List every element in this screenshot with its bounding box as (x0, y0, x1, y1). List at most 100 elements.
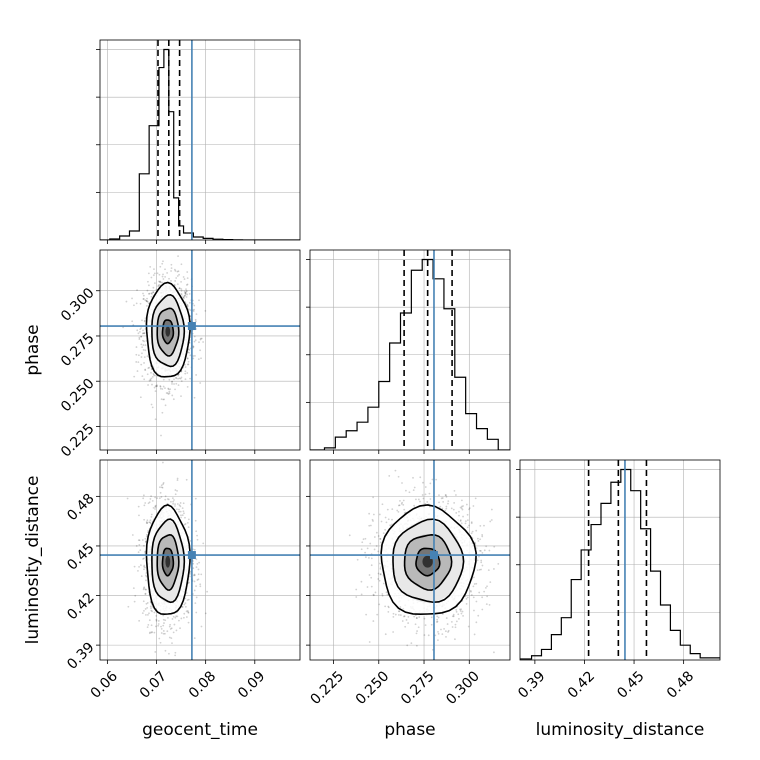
y-axis-title-luminosity_distance: luminosity_distance (23, 476, 43, 645)
y-axis-title-phase: phase (23, 324, 43, 375)
sample-point (189, 354, 192, 357)
sample-point (196, 562, 199, 565)
sample-point (140, 343, 143, 346)
sample-point (462, 615, 464, 617)
sample-point (478, 549, 481, 552)
sample-point (141, 346, 144, 349)
sample-point (149, 266, 152, 268)
sample-point (475, 547, 478, 549)
sample-point (440, 628, 442, 631)
sample-point (136, 370, 139, 372)
sample-point (475, 582, 478, 585)
sample-point (143, 332, 146, 335)
sample-point (184, 291, 187, 294)
sample-point (157, 285, 160, 288)
sample-point (163, 398, 166, 401)
sample-point (137, 569, 139, 572)
sample-point (368, 512, 371, 515)
sample-point (175, 382, 178, 385)
sample-point (166, 272, 169, 274)
sample-point (179, 505, 182, 508)
sample-point (185, 616, 188, 618)
sample-point (173, 383, 175, 385)
sample-point (170, 267, 173, 270)
sample-point (149, 631, 152, 634)
sample-point (368, 574, 371, 576)
sample-point (471, 530, 474, 533)
sample-point (150, 624, 153, 627)
sample-point (164, 632, 166, 635)
sample-point (131, 534, 134, 536)
x-tick-label-luminosity_distance: 0.39 (515, 668, 548, 701)
sample-point (195, 530, 198, 533)
sample-point (185, 610, 188, 613)
sample-point (379, 538, 382, 540)
sample-point (486, 585, 488, 588)
sample-point (148, 612, 150, 615)
sample-point (392, 612, 395, 615)
sample-point (168, 277, 170, 280)
sample-point (153, 268, 155, 271)
sample-point (373, 548, 376, 551)
sample-point (131, 297, 133, 300)
sample-point (453, 489, 456, 492)
sample-point (186, 521, 189, 524)
histogram-step-phase (310, 258, 510, 450)
sample-point (377, 550, 380, 553)
sample-point (460, 499, 463, 502)
sample-point (412, 476, 414, 479)
sample-point (162, 630, 165, 632)
sample-point (152, 372, 155, 375)
sample-point (180, 280, 182, 283)
sample-point (459, 506, 462, 509)
sample-point (398, 610, 401, 612)
sample-point (162, 632, 165, 635)
histogram-step-luminosity_distance (520, 468, 720, 660)
sample-point (151, 500, 154, 502)
sample-point (143, 356, 146, 359)
sample-point (142, 329, 144, 332)
sample-point (199, 349, 202, 352)
sample-point (370, 564, 373, 567)
sample-point (155, 618, 158, 621)
sample-point (189, 377, 191, 380)
sample-point (145, 533, 148, 536)
sample-point (142, 339, 144, 342)
sample-point (143, 454, 145, 456)
sample-point (206, 590, 208, 593)
contour-line (145, 281, 191, 378)
sample-point (368, 524, 371, 527)
sample-point (372, 593, 375, 596)
sample-point (421, 494, 424, 496)
sample-point (382, 582, 385, 585)
sample-point (180, 514, 182, 517)
sample-point (187, 308, 190, 311)
sample-point (194, 318, 197, 321)
x-tick-label-phase: 0.300 (443, 668, 483, 708)
sample-point (139, 330, 141, 333)
sample-point (417, 498, 420, 501)
sample-point (172, 398, 175, 401)
sample-point (373, 536, 376, 538)
sample-point (142, 294, 145, 297)
sample-point (485, 603, 488, 606)
sample-point (175, 277, 178, 279)
sample-point (200, 573, 203, 576)
sample-point (175, 377, 178, 380)
sample-point (194, 339, 197, 342)
sample-point (402, 503, 405, 506)
sample-point (183, 278, 186, 280)
sample-point (182, 276, 185, 278)
sample-point (153, 272, 156, 275)
x-tick-label-geocent_time: 0.09 (235, 668, 268, 701)
sample-point (152, 274, 155, 277)
sample-point (493, 651, 495, 654)
sample-point (183, 363, 186, 366)
sample-point (362, 538, 365, 541)
sample-point (181, 514, 184, 517)
sample-point (394, 613, 397, 616)
sample-point (139, 396, 142, 399)
sample-point (143, 320, 146, 323)
sample-point (458, 510, 460, 513)
sample-point (193, 396, 196, 399)
